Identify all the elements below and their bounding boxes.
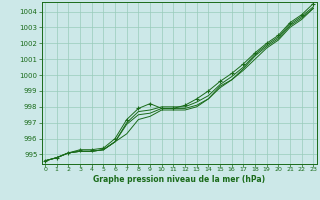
X-axis label: Graphe pression niveau de la mer (hPa): Graphe pression niveau de la mer (hPa) (93, 175, 265, 184)
